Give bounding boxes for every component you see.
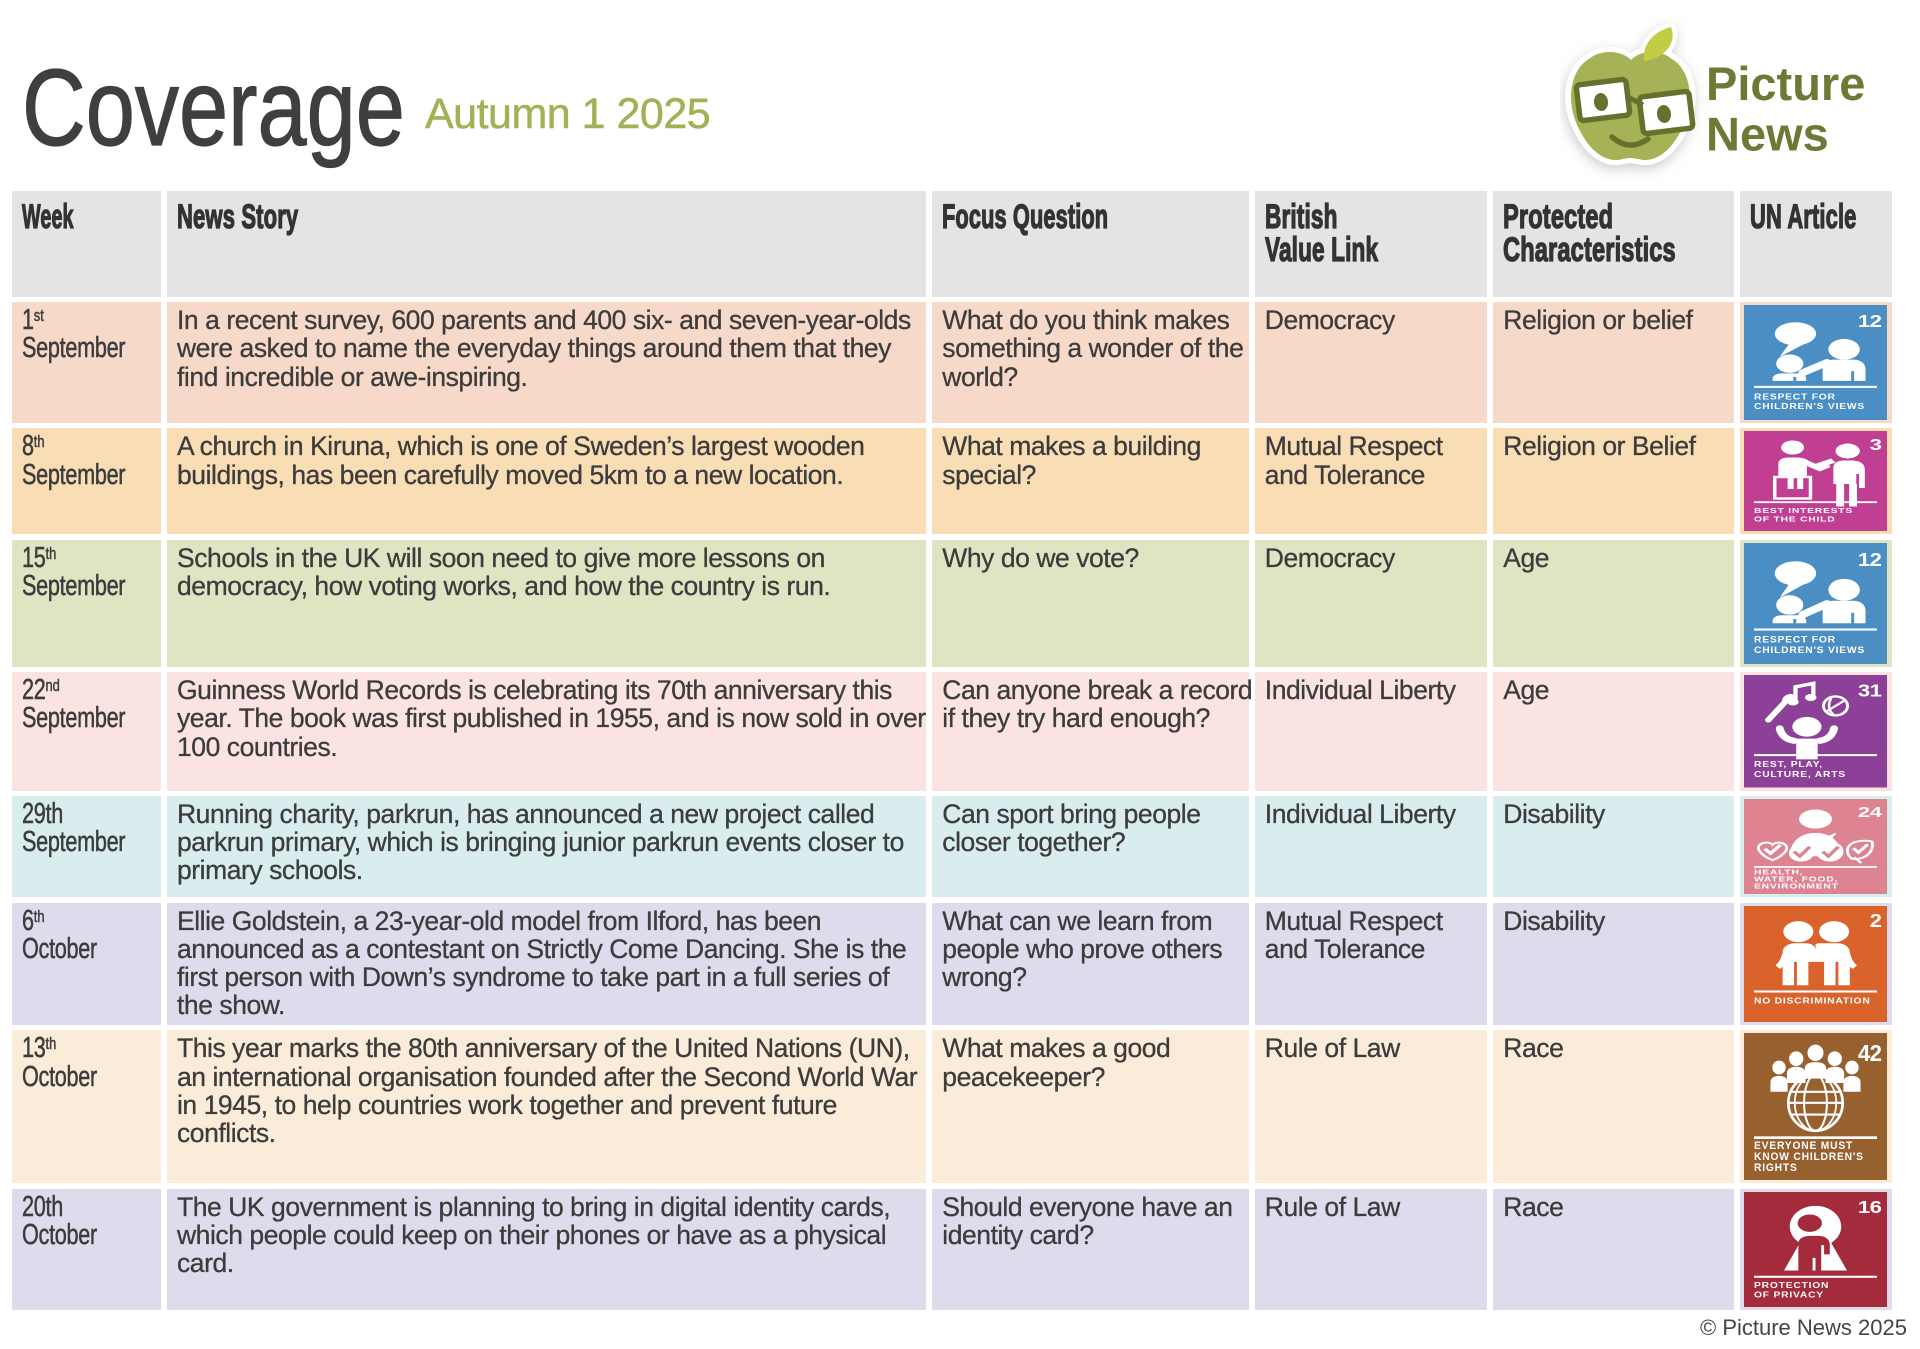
svg-text:24: 24 [1858, 804, 1883, 820]
svg-text:2: 2 [1870, 911, 1882, 931]
svg-text:3: 3 [1870, 437, 1882, 454]
svg-text:WATER, FOOD,: WATER, FOOD, [1754, 875, 1838, 883]
svg-text:RESPECT FOR: RESPECT FOR [1754, 635, 1836, 645]
svg-text:Picture: Picture [1706, 57, 1865, 110]
svg-text:PROTECTION: PROTECTION [1754, 1280, 1829, 1289]
svg-text:12: 12 [1858, 549, 1882, 570]
svg-text:16: 16 [1858, 1197, 1882, 1217]
svg-text:OF THE CHILD: OF THE CHILD [1754, 515, 1835, 523]
svg-text:BEST INTERESTS: BEST INTERESTS [1754, 507, 1853, 515]
svg-text:CULTURE, ARTS: CULTURE, ARTS [1754, 770, 1846, 779]
svg-text:42: 42 [1858, 1041, 1882, 1066]
svg-text:NO DISCRIMINATION: NO DISCRIMINATION [1754, 995, 1871, 1005]
svg-text:12: 12 [1858, 312, 1882, 331]
svg-text:CHILDREN'S VIEWS: CHILDREN'S VIEWS [1754, 645, 1865, 655]
svg-text:31: 31 [1858, 682, 1882, 701]
svg-text:OF PRIVACY: OF PRIVACY [1754, 1290, 1824, 1299]
svg-text:CHILDREN'S VIEWS: CHILDREN'S VIEWS [1754, 402, 1865, 411]
svg-text:RESPECT FOR: RESPECT FOR [1754, 392, 1836, 401]
svg-text:EVERYONE MUST: EVERYONE MUST [1754, 1141, 1853, 1152]
svg-text:RIGHTS: RIGHTS [1754, 1163, 1798, 1174]
svg-text:HEALTH,: HEALTH, [1754, 868, 1803, 876]
svg-text:ENVIRONMENT: ENVIRONMENT [1754, 882, 1839, 890]
svg-text:News: News [1706, 108, 1829, 161]
svg-text:REST, PLAY,: REST, PLAY, [1754, 761, 1823, 770]
svg-text:KNOW CHILDREN'S: KNOW CHILDREN'S [1754, 1152, 1864, 1163]
